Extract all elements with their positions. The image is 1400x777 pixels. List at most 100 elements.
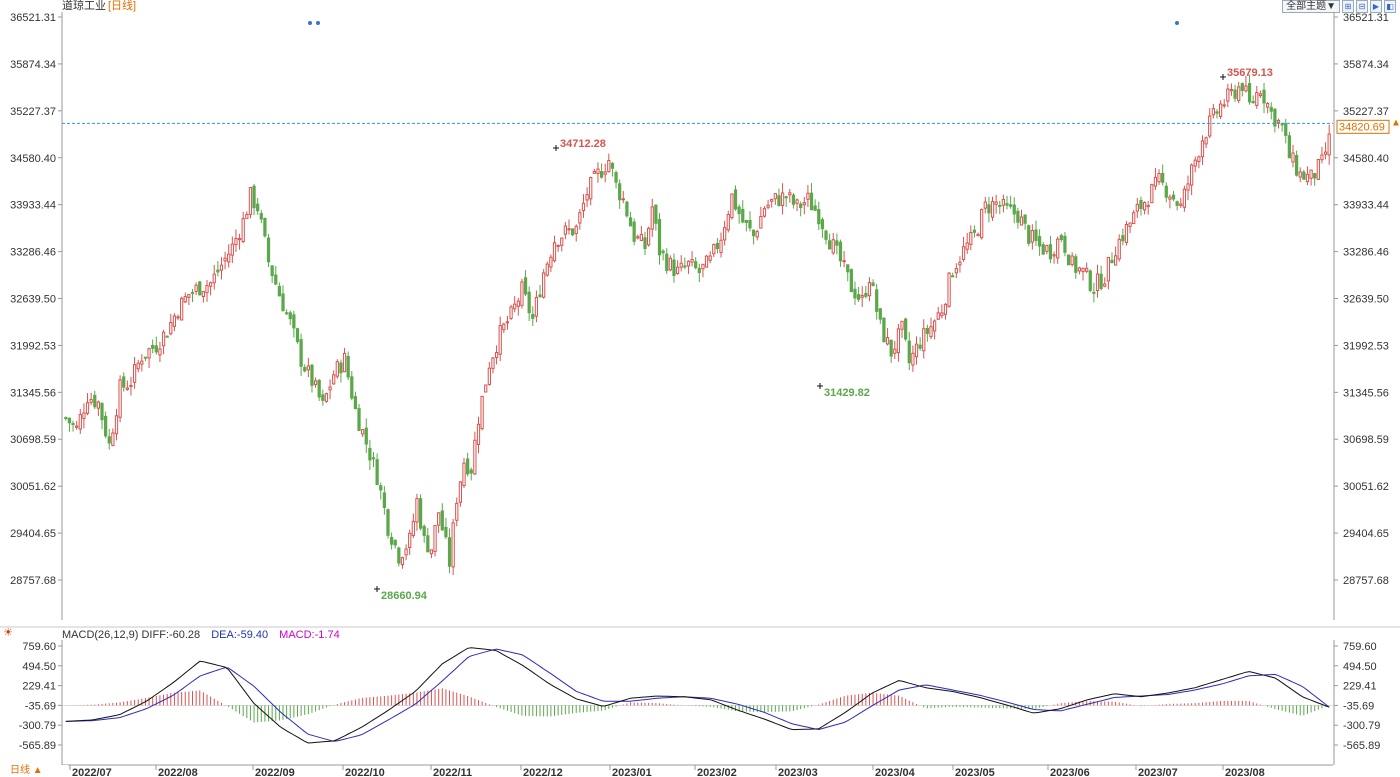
candle-body: [480, 395, 484, 430]
candle: [1175, 200, 1179, 211]
candle-body: [809, 192, 814, 211]
candle-body: [397, 547, 401, 564]
candle-body: [849, 269, 853, 293]
candle: [831, 232, 835, 255]
candle: [393, 539, 397, 549]
candle: [140, 354, 144, 372]
candle: [259, 210, 263, 224]
chart-toolbar: 全部主题▼ ⊞ ⊟ ▶ ◧: [1282, 0, 1396, 13]
candle: [342, 347, 347, 373]
zoom-in-button[interactable]: ⊞: [1342, 0, 1354, 13]
theme-select[interactable]: 全部主题▼: [1282, 0, 1340, 13]
candle-body: [1041, 244, 1045, 255]
candle-body: [176, 316, 180, 319]
candle: [397, 546, 401, 567]
x-tick-label: 2022/12: [523, 767, 563, 777]
candle-body: [386, 509, 390, 536]
candle-body: [1027, 225, 1031, 244]
candle-body: [556, 244, 560, 247]
candle-body: [871, 282, 875, 287]
candle: [534, 290, 539, 323]
candle-body: [100, 402, 104, 421]
candle-body: [140, 360, 144, 365]
candle-body: [701, 263, 705, 270]
candle-body: [1266, 103, 1270, 108]
candle-body: [726, 214, 730, 231]
candle-body: [1099, 273, 1103, 290]
settings-icon[interactable]: ☀: [3, 627, 13, 639]
candle-body: [237, 238, 242, 241]
candle-body: [1139, 199, 1143, 210]
layout-button[interactable]: ◧: [1384, 0, 1396, 13]
candle-body: [1305, 173, 1310, 183]
candle-body: [353, 396, 358, 410]
candlestick-chart[interactable]: 36521.31 36521.31 35874.34 35874.34 35227.37…: [0, 0, 1400, 620]
candle: [151, 339, 155, 354]
candle: [408, 529, 412, 556]
y-tick-label: 31992.53: [10, 340, 56, 352]
candle-body: [339, 362, 343, 374]
candle-body: [1284, 123, 1288, 136]
candle: [773, 193, 777, 205]
candle-body: [954, 268, 958, 274]
y-tick-label: 30698.59: [10, 434, 56, 446]
candle-body: [969, 231, 973, 245]
candle-body: [628, 217, 633, 227]
macd-y-tick-label: 229.41: [22, 681, 56, 693]
candle: [1309, 169, 1313, 186]
candle: [1255, 86, 1259, 109]
period-tab[interactable]: 日线 ▲: [0, 765, 68, 777]
candle-body: [1023, 214, 1027, 224]
candle: [292, 310, 296, 338]
candle-body: [1316, 159, 1320, 180]
candle-body: [82, 412, 86, 420]
candle-body: [1016, 210, 1020, 223]
candle: [172, 313, 177, 332]
candle-body: [1280, 123, 1284, 126]
candle-body: [751, 229, 756, 237]
candle: [885, 328, 890, 346]
candle-body: [1294, 155, 1299, 176]
candle: [556, 244, 560, 252]
candle-body: [925, 327, 929, 334]
candle: [1135, 198, 1139, 218]
extreme-label: 28660.94: [381, 590, 428, 602]
candle: [1059, 233, 1063, 243]
candle-body: [158, 348, 162, 356]
period-label[interactable]: [日线]: [108, 0, 137, 12]
candle: [911, 345, 915, 372]
y-tick-label: 34580.40: [1343, 153, 1389, 165]
candle-body: [1103, 283, 1107, 287]
candle-body: [201, 291, 205, 298]
candle: [672, 253, 676, 283]
candle: [643, 231, 647, 256]
chart-title: 道琼工业 [日线]: [62, 0, 136, 13]
candle-body: [697, 267, 701, 274]
candle-body: [393, 539, 397, 546]
candle: [1009, 195, 1013, 209]
candle-body: [744, 219, 748, 223]
candle: [1081, 267, 1085, 281]
zoom-out-button[interactable]: ⊟: [1356, 0, 1368, 13]
candle: [219, 257, 224, 280]
candle-body: [704, 255, 709, 268]
candle: [132, 357, 137, 389]
candle-body: [190, 291, 195, 294]
candle-body: [1001, 198, 1006, 206]
play-button[interactable]: ▶: [1370, 0, 1382, 13]
y-tick-label: 35874.34: [1343, 59, 1389, 71]
candle-body: [987, 204, 991, 214]
candle: [1323, 142, 1328, 160]
candle: [389, 532, 394, 550]
candle: [1200, 135, 1205, 165]
candle-body: [248, 187, 253, 215]
candle: [82, 403, 86, 429]
macd-y-tick-label: -565.89: [19, 740, 56, 752]
candle-body: [914, 343, 919, 358]
candle: [451, 518, 455, 575]
event-marker: [308, 21, 312, 25]
candle-body: [831, 239, 835, 254]
candle-body: [835, 240, 839, 246]
candle: [1092, 282, 1096, 303]
candle-body: [929, 326, 933, 338]
